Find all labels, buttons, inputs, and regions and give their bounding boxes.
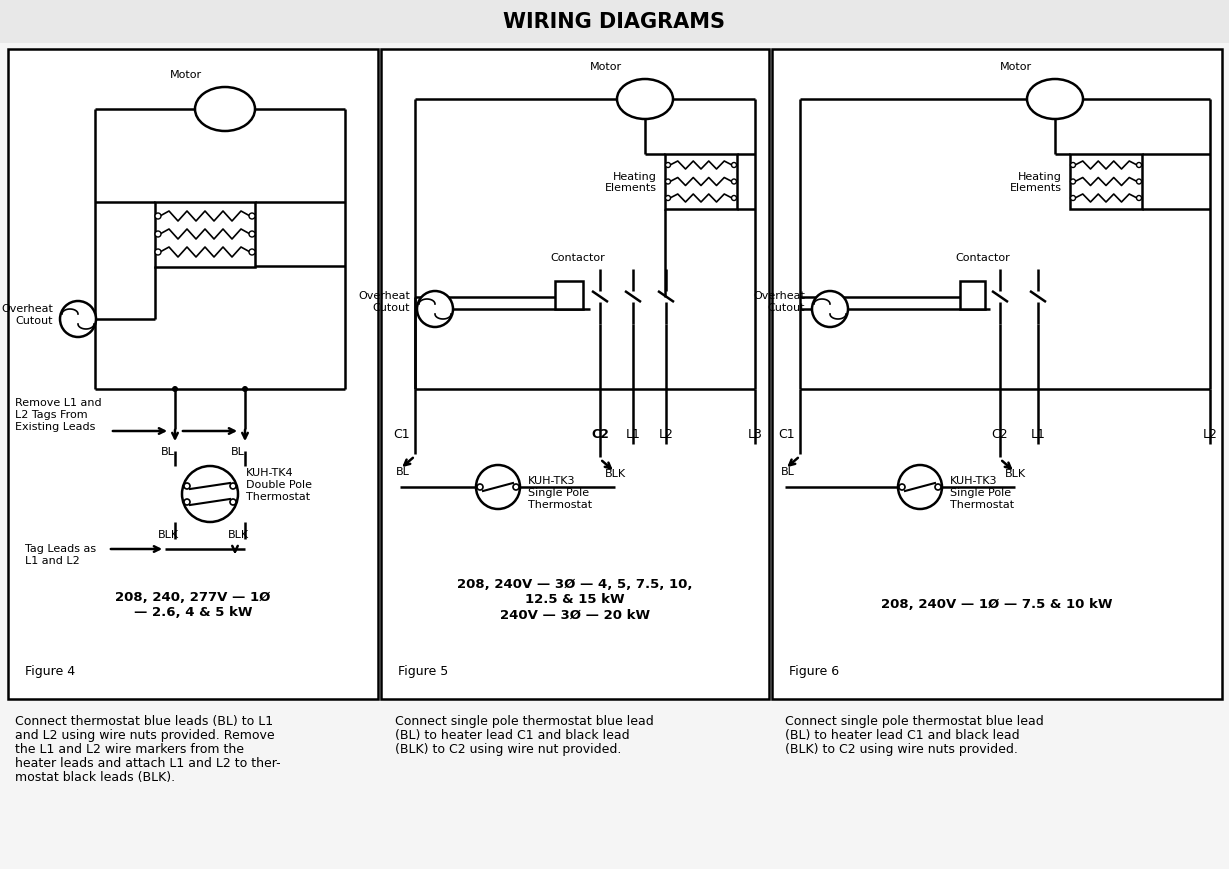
- Text: Overheat
Cutout: Overheat Cutout: [753, 291, 805, 313]
- Circle shape: [155, 232, 161, 238]
- Text: Heating
Elements: Heating Elements: [1010, 171, 1062, 193]
- Text: Connect thermostat blue leads (BL) to L1: Connect thermostat blue leads (BL) to L1: [15, 714, 273, 727]
- Circle shape: [249, 214, 254, 220]
- Circle shape: [184, 483, 190, 489]
- Circle shape: [665, 196, 671, 202]
- Circle shape: [665, 180, 671, 185]
- Circle shape: [1137, 180, 1142, 185]
- Text: (BLK) to C2 using wire nuts provided.: (BLK) to C2 using wire nuts provided.: [785, 742, 1018, 755]
- Text: Remove L1 and
L2 Tags From
Existing Leads: Remove L1 and L2 Tags From Existing Lead…: [15, 398, 102, 431]
- Text: (BL) to heater lead C1 and black lead: (BL) to heater lead C1 and black lead: [395, 728, 629, 741]
- Circle shape: [665, 163, 671, 169]
- Circle shape: [155, 214, 161, 220]
- Circle shape: [230, 483, 236, 489]
- Circle shape: [731, 163, 736, 169]
- Bar: [9, 50, 379, 700]
- Circle shape: [249, 232, 254, 238]
- Circle shape: [1137, 196, 1142, 202]
- Circle shape: [242, 387, 248, 393]
- Text: C2: C2: [591, 428, 608, 441]
- Circle shape: [230, 500, 236, 506]
- Text: KUH-TK3
Single Pole
Thermostat: KUH-TK3 Single Pole Thermostat: [950, 476, 1014, 509]
- Circle shape: [1070, 163, 1075, 169]
- Circle shape: [1070, 196, 1075, 202]
- Circle shape: [155, 249, 161, 255]
- Text: Figure 6: Figure 6: [789, 665, 839, 678]
- Text: KUH-TK3
Single Pole
Thermostat: KUH-TK3 Single Pole Thermostat: [528, 476, 592, 509]
- Circle shape: [184, 500, 190, 506]
- Bar: [381, 50, 769, 700]
- Text: BL: BL: [396, 467, 410, 476]
- Text: C2: C2: [992, 428, 1008, 441]
- Text: Connect single pole thermostat blue lead: Connect single pole thermostat blue lead: [395, 714, 654, 727]
- Circle shape: [182, 467, 238, 522]
- Text: BL: BL: [161, 447, 175, 456]
- Text: BLK: BLK: [1005, 468, 1026, 479]
- Text: Motor: Motor: [170, 70, 202, 80]
- Text: Heating
Elements: Heating Elements: [605, 171, 658, 193]
- Text: WIRING DIAGRAMS: WIRING DIAGRAMS: [503, 12, 725, 32]
- Text: BL: BL: [782, 467, 795, 476]
- Text: Figure 5: Figure 5: [398, 665, 449, 678]
- Bar: [960, 282, 984, 309]
- Circle shape: [249, 249, 254, 255]
- Text: heater leads and attach L1 and L2 to ther-: heater leads and attach L1 and L2 to the…: [15, 756, 280, 769]
- Bar: [0, 0, 1229, 44]
- Text: Figure 4: Figure 4: [25, 665, 75, 678]
- Text: BLK: BLK: [227, 529, 248, 540]
- Text: Contactor: Contactor: [955, 253, 1010, 262]
- Text: Motor: Motor: [590, 62, 622, 72]
- Text: the L1 and L2 wire markers from the: the L1 and L2 wire markers from the: [15, 742, 245, 755]
- Ellipse shape: [1027, 80, 1083, 120]
- Circle shape: [1137, 163, 1142, 169]
- Text: Tag Leads as
L1 and L2: Tag Leads as L1 and L2: [25, 544, 96, 565]
- Text: L2: L2: [1202, 428, 1218, 441]
- Text: Motor: Motor: [1000, 62, 1032, 72]
- Ellipse shape: [195, 88, 254, 132]
- Circle shape: [812, 292, 848, 328]
- Text: L2: L2: [659, 428, 673, 441]
- Text: Contactor: Contactor: [551, 253, 605, 262]
- Circle shape: [731, 196, 736, 202]
- Text: BL: BL: [231, 447, 245, 456]
- Bar: [772, 50, 1222, 700]
- Text: KUH-TK4
Double Pole
Thermostat: KUH-TK4 Double Pole Thermostat: [246, 468, 312, 501]
- Circle shape: [172, 387, 178, 393]
- Text: 208, 240V — 3Ø — 4, 5, 7.5, 10,
12.5 & 15 kW
240V — 3Ø — 20 kW: 208, 240V — 3Ø — 4, 5, 7.5, 10, 12.5 & 1…: [457, 578, 693, 620]
- Circle shape: [476, 466, 520, 509]
- Text: 208, 240V — 1Ø — 7.5 & 10 kW: 208, 240V — 1Ø — 7.5 & 10 kW: [881, 598, 1112, 611]
- Text: L1: L1: [626, 428, 640, 441]
- Bar: [155, 202, 254, 267]
- Text: (BL) to heater lead C1 and black lead: (BL) to heater lead C1 and black lead: [785, 728, 1020, 741]
- Bar: [556, 282, 583, 309]
- Text: Overheat
Cutout: Overheat Cutout: [1, 304, 53, 325]
- Text: Connect single pole thermostat blue lead: Connect single pole thermostat blue lead: [785, 714, 1043, 727]
- Circle shape: [731, 180, 736, 185]
- Bar: [1070, 155, 1142, 209]
- Text: and L2 using wire nuts provided. Remove: and L2 using wire nuts provided. Remove: [15, 728, 274, 741]
- Circle shape: [898, 484, 905, 490]
- Circle shape: [1070, 180, 1075, 185]
- Circle shape: [935, 484, 941, 490]
- Text: L3: L3: [747, 428, 762, 441]
- Circle shape: [60, 302, 96, 338]
- Text: L1: L1: [1031, 428, 1046, 441]
- Text: 208, 240, 277V — 1Ø
— 2.6, 4 & 5 kW: 208, 240, 277V — 1Ø — 2.6, 4 & 5 kW: [116, 590, 270, 618]
- Text: (BLK) to C2 using wire nut provided.: (BLK) to C2 using wire nut provided.: [395, 742, 622, 755]
- Circle shape: [512, 484, 519, 490]
- Text: C1: C1: [393, 428, 410, 441]
- Circle shape: [417, 292, 454, 328]
- Circle shape: [898, 466, 941, 509]
- Bar: [665, 155, 737, 209]
- Text: BLK: BLK: [157, 529, 178, 540]
- Ellipse shape: [617, 80, 673, 120]
- Circle shape: [477, 484, 483, 490]
- Text: BLK: BLK: [605, 468, 626, 479]
- Text: Overheat
Cutout: Overheat Cutout: [358, 291, 410, 313]
- Text: mostat black leads (BLK).: mostat black leads (BLK).: [15, 770, 175, 783]
- Text: C1: C1: [778, 428, 795, 441]
